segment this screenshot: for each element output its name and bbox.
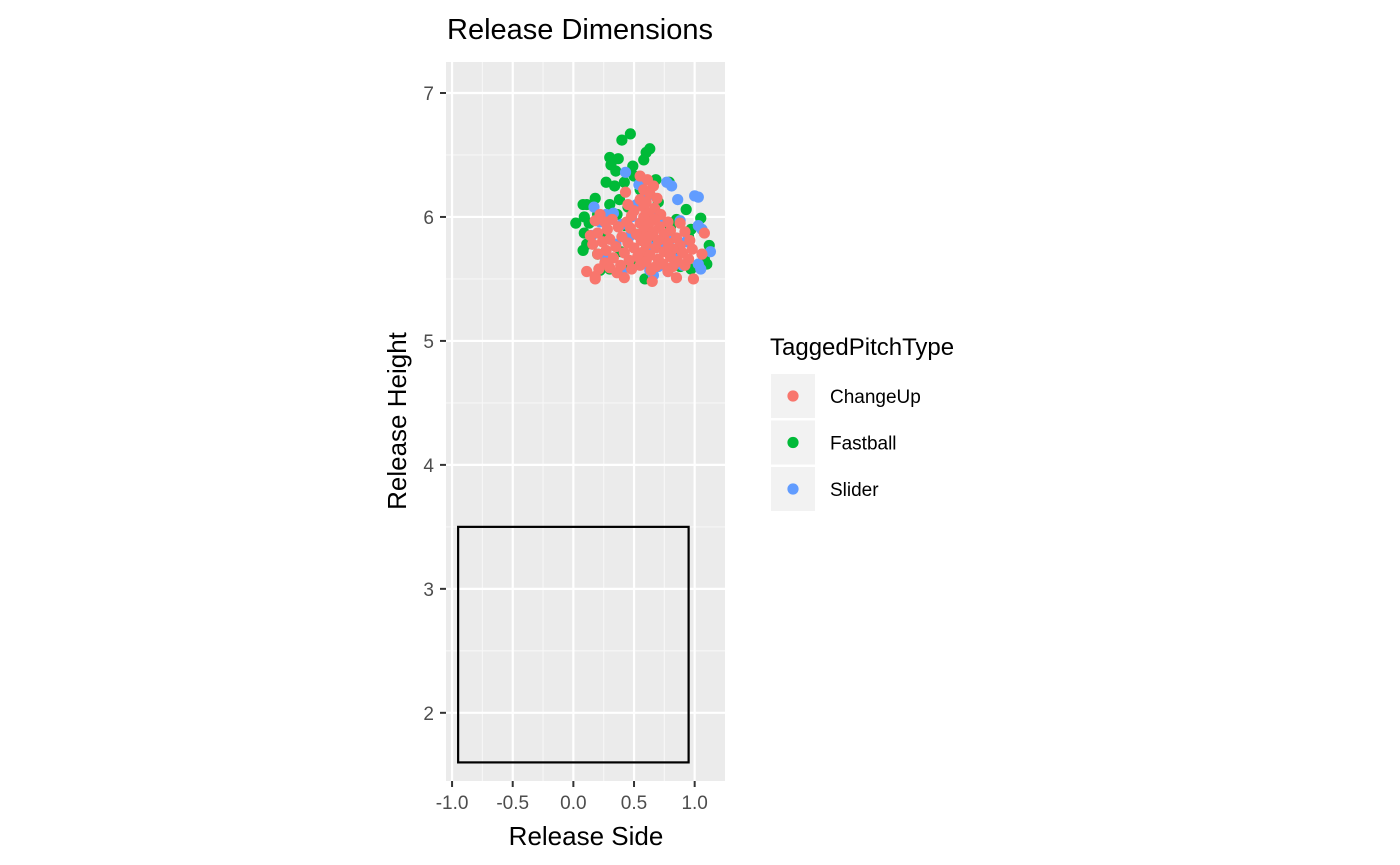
point-slider <box>666 180 678 192</box>
point-fastball <box>600 176 612 188</box>
point-fastball <box>618 176 630 188</box>
point-slider <box>695 263 707 275</box>
grid-major <box>446 62 725 781</box>
point-fastball <box>627 160 639 172</box>
point-fastball <box>609 180 621 192</box>
y-tick-label: 4 <box>423 456 434 477</box>
point-changeup <box>607 252 620 264</box>
point-changeup <box>679 226 691 238</box>
point-changeup <box>670 272 683 284</box>
point-changeup <box>646 275 658 288</box>
legend: TaggedPitchType ChangeUp Fastball Slider <box>770 334 954 511</box>
point-changeup <box>610 241 622 253</box>
y-tick-label: 6 <box>423 208 434 229</box>
legend-label-slider: Slider <box>830 480 879 501</box>
point-fastball <box>638 154 650 166</box>
point-fastball <box>613 194 626 206</box>
point-changeup <box>686 243 698 255</box>
y-axis-ticks: 2 3 4 5 6 7 <box>423 84 446 725</box>
point-slider <box>704 246 717 258</box>
x-tick-label: 0.5 <box>621 793 647 814</box>
point-changeup <box>662 216 674 228</box>
y-tick-label: 3 <box>423 580 434 601</box>
plot-panel <box>446 62 725 781</box>
point-fastball <box>624 128 636 140</box>
point-fastball <box>610 165 622 177</box>
legend-items: ChangeUp Fastball Slider <box>771 374 921 511</box>
point-fastball <box>570 217 582 229</box>
point-changeup <box>645 264 657 276</box>
point-changeup <box>589 215 601 227</box>
point-changeup <box>628 242 640 254</box>
y-tick-label: 5 <box>423 332 434 353</box>
y-tick-label: 2 <box>423 704 434 725</box>
point-changeup <box>674 217 686 229</box>
point-changeup <box>596 236 609 248</box>
point-fastball <box>604 198 616 211</box>
x-axis-ticks: -1.0 -0.5 0.0 0.5 1.0 <box>436 781 708 814</box>
x-tick-label: 1.0 <box>681 793 707 814</box>
point-changeup <box>587 238 599 250</box>
point-changeup <box>684 234 696 247</box>
point-changeup <box>589 273 601 285</box>
point-changeup <box>651 192 663 204</box>
point-changeup <box>662 265 674 278</box>
point-fastball <box>612 153 624 165</box>
legend-marker-fastball <box>787 436 799 449</box>
point-changeup <box>696 248 708 260</box>
point-fastball <box>589 192 601 204</box>
point-changeup <box>623 254 635 266</box>
chart-title: Release Dimensions <box>447 14 713 46</box>
x-tick-label: 0.0 <box>560 793 586 814</box>
point-changeup <box>601 223 613 235</box>
point-changeup <box>625 263 638 275</box>
point-changeup <box>650 242 662 254</box>
point-changeup <box>698 227 710 239</box>
point-changeup <box>679 259 691 271</box>
point-changeup <box>584 229 596 242</box>
point-changeup <box>592 248 604 260</box>
x-axis-title: Release Side <box>509 821 664 851</box>
point-slider <box>588 201 600 213</box>
point-slider <box>619 166 632 178</box>
point-fastball <box>616 134 628 146</box>
point-changeup <box>619 186 632 198</box>
y-tick-label: 7 <box>423 84 434 105</box>
point-changeup <box>634 259 646 271</box>
point-changeup <box>687 273 700 285</box>
y-axis-title: Release Height <box>382 331 412 510</box>
legend-title: TaggedPitchType <box>770 334 954 361</box>
strike-zone-box <box>457 525 690 764</box>
data-points <box>570 128 717 288</box>
point-slider <box>672 194 684 206</box>
point-fastball <box>577 244 589 257</box>
point-changeup <box>581 265 593 278</box>
x-tick-label: -1.0 <box>436 793 469 814</box>
x-tick-label: -0.5 <box>496 793 529 814</box>
legend-label-changeup: ChangeUp <box>830 387 921 408</box>
point-changeup <box>600 244 612 257</box>
legend-marker-slider <box>787 483 799 495</box>
legend-marker-changeup <box>787 390 799 402</box>
point-changeup <box>632 251 644 263</box>
point-slider <box>692 191 704 203</box>
legend-label-fastball: Fastball <box>830 434 897 455</box>
point-fastball <box>680 203 692 216</box>
point-changeup <box>618 272 630 284</box>
point-changeup <box>612 221 624 233</box>
